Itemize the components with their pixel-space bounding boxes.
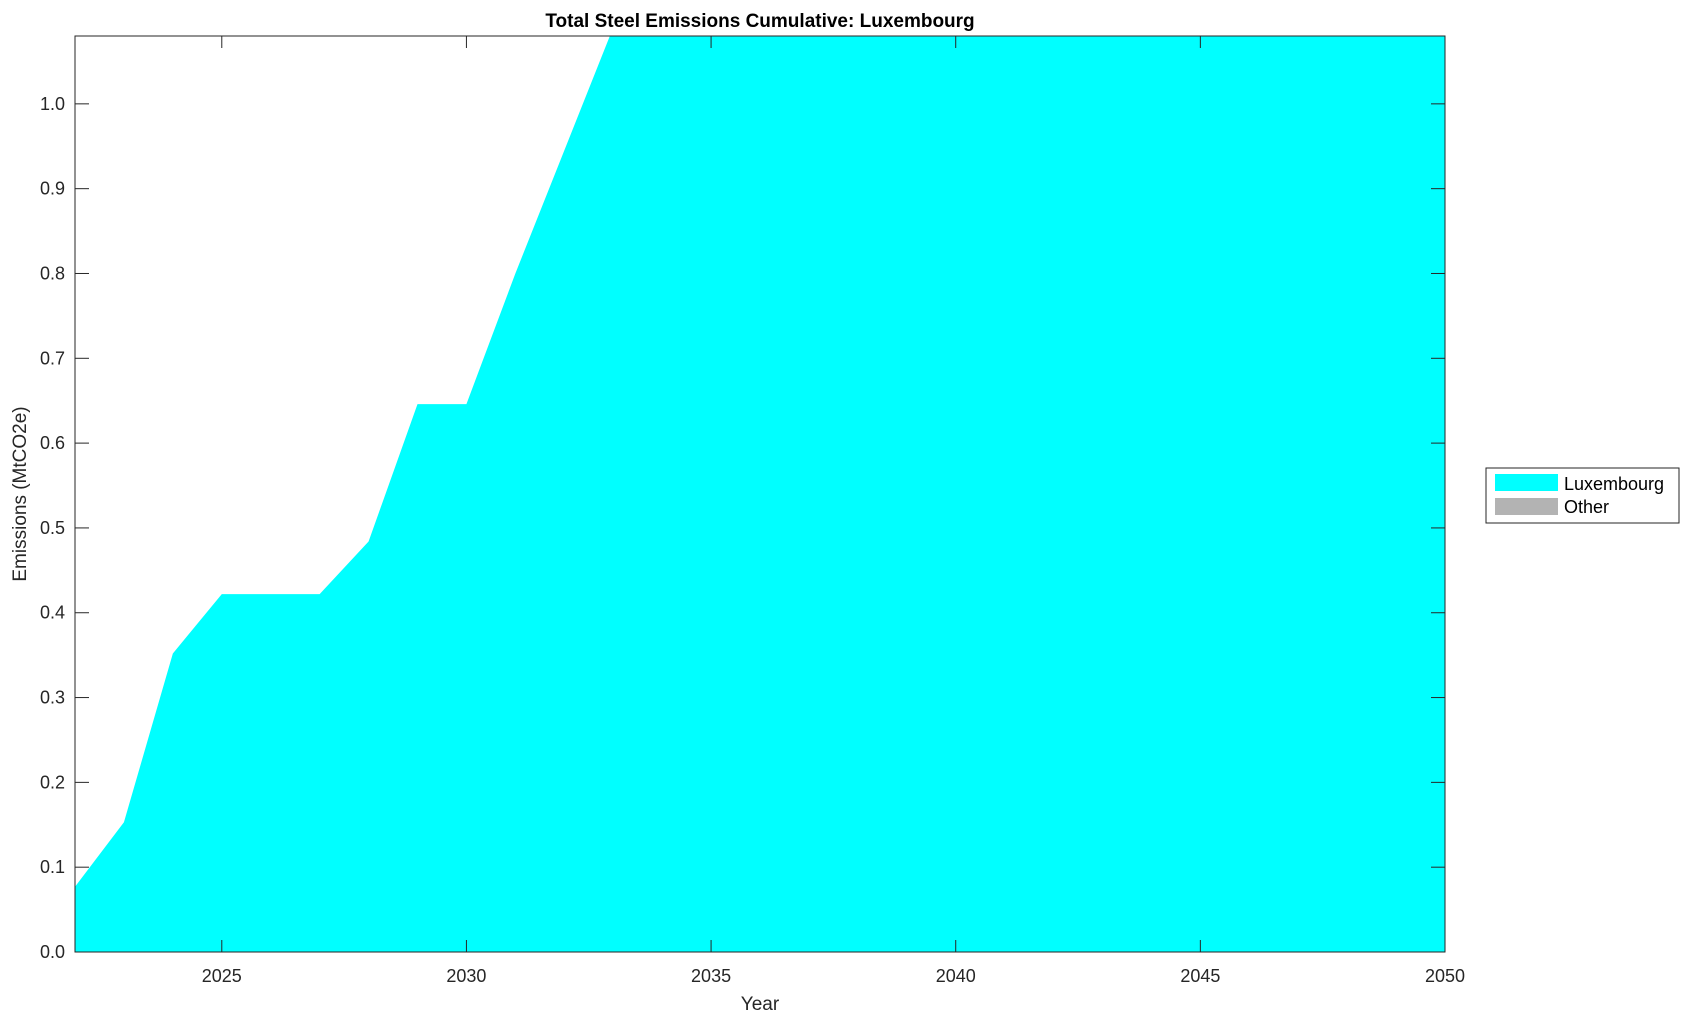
y-tick-label: 0.7 [40, 348, 65, 368]
y-tick-label: 1.0 [40, 94, 65, 114]
y-tick-label: 0.0 [40, 942, 65, 962]
axes-box [74, 35, 1446, 953]
legend[interactable]: Luxembourg Other [1485, 467, 1680, 524]
x-tick-label: 2030 [446, 966, 486, 986]
x-tick-label: 2040 [936, 966, 976, 986]
y-tick-label: 0.3 [40, 688, 65, 708]
legend-label-other: Other [1564, 497, 1609, 517]
x-tick-label: 2025 [202, 966, 242, 986]
legend-label-luxembourg: Luxembourg [1564, 474, 1664, 494]
x-tick-label: 2035 [691, 966, 731, 986]
plot-area [75, 36, 1445, 952]
x-axis-label: Year [741, 994, 780, 1015]
x-tick-label: 2045 [1180, 966, 1220, 986]
y-tick-label: 0.5 [40, 518, 65, 538]
ticks: 2025 2030 2035 2040 2045 2050 0.0 0.1 0.2 0.3 0.4 0… [40, 36, 1465, 986]
y-tick-label: 0.9 [40, 179, 65, 199]
chart-title: Total Steel Emissions Cumulative: Luxemb… [545, 11, 974, 32]
y-axis-label: Emissions (MtCO2e) [10, 406, 31, 581]
legend-swatch-other [1495, 498, 1558, 515]
area-series-luxembourg [75, 36, 1445, 952]
legend-swatch-luxembourg [1495, 474, 1558, 491]
y-tick-label: 0.1 [40, 857, 65, 877]
y-tick-label: 0.6 [40, 433, 65, 453]
y-tick-label: 0.8 [40, 263, 65, 283]
y-tick-label: 0.4 [40, 603, 65, 623]
y-tick-label: 0.2 [40, 772, 65, 792]
x-tick-label: 2050 [1425, 966, 1465, 986]
